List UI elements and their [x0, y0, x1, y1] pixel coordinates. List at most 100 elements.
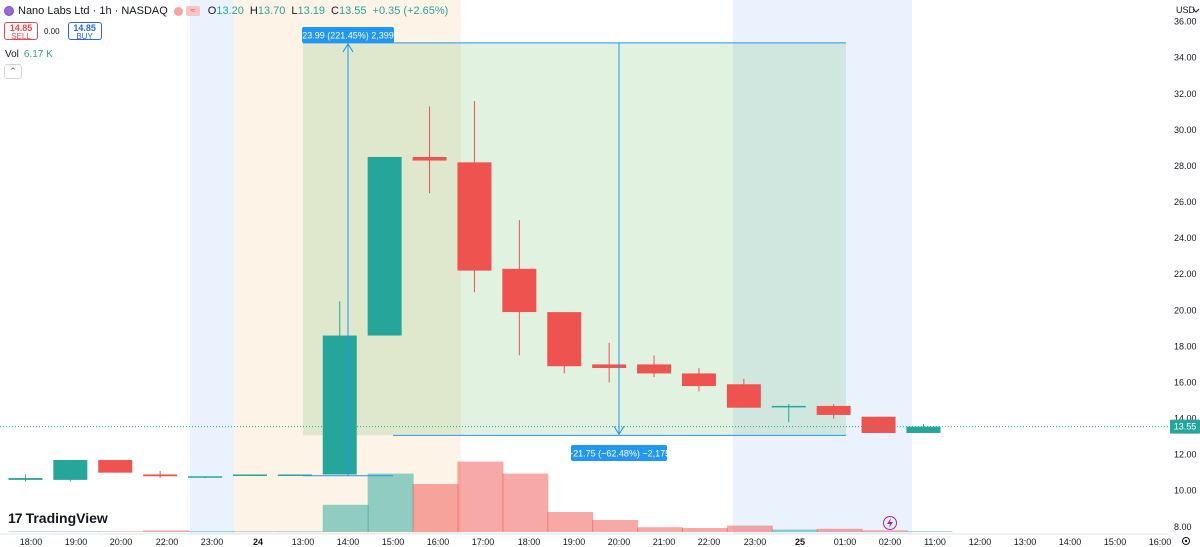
- trade-buttons: 14.85 SELL 0.00 14.85 BUY: [4, 22, 102, 41]
- ohlc-high: H13.70: [249, 5, 286, 17]
- chevron-up-icon[interactable]: ⌃: [4, 64, 22, 79]
- y-tick-label: 36.00: [1174, 17, 1197, 27]
- y-tick-label: 26.00: [1174, 197, 1197, 207]
- x-tick-label: 13:00: [1014, 537, 1037, 547]
- candle-body: [637, 364, 672, 374]
- y-tick-label: 10.00: [1174, 486, 1197, 496]
- currency-label: USD: [1176, 5, 1196, 15]
- candle-body: [277, 474, 312, 476]
- candle-body: [53, 460, 88, 480]
- lightning-icon-ring: [883, 516, 897, 530]
- volume-bar: [592, 520, 639, 532]
- x-tick-label: 17:00: [472, 537, 495, 547]
- x-tick-label: 15:00: [382, 537, 405, 547]
- candle-body: [143, 474, 178, 477]
- y-tick-label: 30.00: [1174, 125, 1197, 135]
- settings-icon-ring: [1182, 537, 1190, 545]
- session-shade: [733, 0, 912, 534]
- x-tick-label: 19:00: [65, 537, 88, 547]
- symbol-logo-icon: [4, 6, 14, 16]
- volume-bar: [816, 528, 863, 532]
- x-tick-label: 22:00: [156, 537, 179, 547]
- ohlc-close: C13.55: [331, 5, 367, 17]
- candle-body: [771, 405, 806, 408]
- time-axis: 18:00 19:00 20:00 22:00 23:00 24 13:00 14:00 15:…: [0, 533, 1190, 547]
- price-axis: USD 36.00 34.00 32.00 30.00 28.00 26.00 24.00 22…: [1168, 0, 1200, 547]
- lightning-icon-bolt: [887, 518, 893, 528]
- x-tick-label: 15:00: [1104, 537, 1127, 547]
- y-tick-label: 22.00: [1174, 269, 1197, 279]
- y-tick-label: 32.00: [1174, 89, 1197, 99]
- candle-body: [681, 373, 716, 387]
- y-tick-label: 14.00: [1174, 414, 1197, 424]
- volume-bar: [367, 473, 414, 532]
- candle-body: [906, 426, 941, 433]
- current-price-tag: [1170, 419, 1200, 434]
- volume-bar: [726, 525, 773, 532]
- x-tick-label: 18:00: [518, 537, 541, 547]
- x-tick-label: 11:00: [924, 537, 946, 547]
- settings-icon: [1182, 537, 1190, 545]
- volume-legend: Vol 6.17 K: [5, 49, 53, 60]
- x-tick-label: 02:00: [879, 537, 902, 547]
- candle-body: [547, 312, 582, 367]
- candle-body: [861, 416, 896, 433]
- ohlc-change: +0.35 (+2.65%): [372, 5, 449, 17]
- measure-label-up: 23.99 (221.45%) 2,399: [302, 31, 394, 41]
- x-tick-label: 20:00: [110, 537, 133, 547]
- volume-bar: [98, 531, 145, 532]
- measure-label-down: −21.75 (−62.48%) −2,175: [568, 449, 670, 459]
- tradingview-logo: 17 TradingView: [8, 510, 108, 526]
- volume-bar: [457, 461, 504, 532]
- price-axis-bg: [1168, 0, 1200, 547]
- x-tick-label: 20:00: [608, 537, 631, 547]
- y-tick-label: 18.00: [1174, 341, 1197, 351]
- lightning-icon: [883, 516, 897, 530]
- volume-bar: [906, 531, 953, 532]
- volume-bar: [143, 530, 190, 532]
- candle-body: [188, 476, 223, 478]
- volume-bar: [53, 531, 100, 532]
- session-shade: [190, 0, 234, 534]
- candle-body: [726, 384, 761, 408]
- buy-button[interactable]: 14.85 BUY: [67, 22, 102, 41]
- x-tick-label: 13:00: [292, 537, 315, 547]
- volume-bar: [771, 529, 818, 532]
- candle-body: [816, 405, 851, 415]
- ohlc-low: L13.19: [291, 5, 326, 17]
- y-tick-label: 20.00: [1174, 305, 1197, 315]
- candle-body: [457, 162, 492, 271]
- x-tick-label: 19:00: [563, 537, 586, 547]
- volume-bar: [322, 504, 369, 532]
- y-tick-label: 8.00: [1174, 522, 1192, 532]
- tradingview-mark-icon: 17: [8, 510, 23, 526]
- volume-bar: [861, 530, 908, 532]
- y-tick-label: 16.00: [1174, 377, 1197, 387]
- candle-body: [412, 156, 447, 161]
- x-tick-label: 16:00: [1149, 537, 1172, 547]
- volume-bar: [188, 531, 235, 532]
- symbol-title[interactable]: Nano Labs Ltd · 1h · NASDAQ: [18, 5, 168, 17]
- x-tick-label: 01:00: [834, 537, 857, 547]
- sell-button[interactable]: 14.85 SELL: [4, 22, 38, 41]
- ohlc-open: O13.20: [207, 5, 244, 17]
- arrow-up-icon: [342, 42, 354, 53]
- candle-body: [232, 474, 267, 476]
- x-tick-label: 14:00: [337, 537, 360, 547]
- volume-bar: [637, 527, 684, 532]
- settings-icon-hub: [1184, 539, 1188, 543]
- y-tick-label: 28.00: [1174, 161, 1197, 171]
- x-tick-label: 18:00: [20, 537, 43, 547]
- volume-bar: [8, 531, 55, 532]
- volume-bar: [232, 531, 279, 532]
- compare-badge[interactable]: ≈: [185, 6, 200, 16]
- x-tick-label: 23:00: [201, 537, 224, 547]
- legend-header: Nano Labs Ltd · 1h · NASDAQ ≈ O13.20 H13…: [4, 3, 454, 19]
- chevron-down-icon: [1192, 8, 1200, 13]
- current-price-label: 13.55: [1174, 422, 1197, 432]
- volume-bar: [277, 531, 324, 532]
- x-tick-label: 24: [253, 537, 263, 547]
- candle-body: [8, 478, 43, 480]
- volume-bar: [681, 528, 728, 532]
